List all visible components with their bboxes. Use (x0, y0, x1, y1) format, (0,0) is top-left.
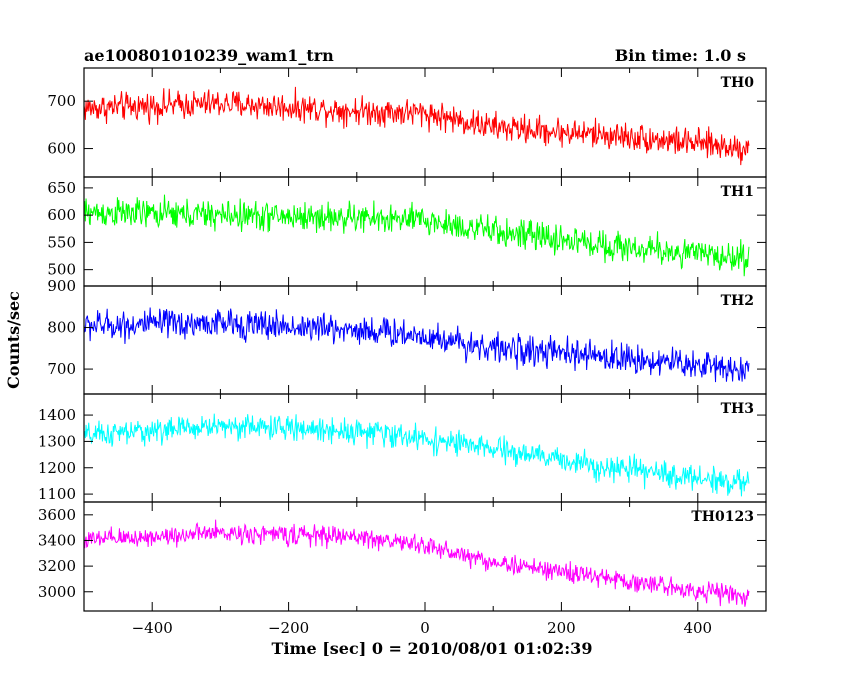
panel-frame-th3 (83, 393, 767, 503)
panel-frame-th0 (83, 67, 767, 178)
series-line-th1 (84, 194, 750, 277)
y-tick-label: 1200 (38, 459, 76, 477)
chart-title: ae100801010239_wam1_trn (84, 46, 334, 65)
x-axis-title: Time [sec] 0 = 2010/08/01 01:02:39 (272, 639, 593, 658)
series-line-th2 (84, 307, 750, 383)
y-tick-label: 800 (47, 319, 76, 337)
panel-label-th0123: TH0123 (691, 509, 754, 525)
x-tick-label: −400 (132, 619, 173, 637)
y-tick-label: 3600 (38, 506, 76, 524)
x-tick-label: 400 (683, 619, 712, 637)
y-tick-label: 900 (47, 277, 76, 295)
y-tick-label: 3200 (38, 557, 76, 575)
y-tick-label: 3400 (38, 531, 76, 549)
y-tick-label: 500 (47, 261, 76, 279)
x-tick-label: 0 (420, 619, 430, 637)
y-tick-label: 700 (47, 92, 76, 110)
y-tick-label: 600 (47, 140, 76, 158)
y-tick-label: 1300 (38, 432, 76, 450)
x-tick-label: −200 (268, 619, 309, 637)
y-tick-label: 1100 (38, 485, 76, 503)
series-line-th3 (84, 413, 750, 497)
bin-time-label: Bin time: 1.0 s (615, 46, 746, 65)
series-line-th0123 (84, 519, 750, 607)
series-line-th0 (84, 86, 750, 166)
y-tick-label: 3000 (38, 583, 76, 601)
y-tick-label: 700 (47, 360, 76, 378)
panel-label-th1: TH1 (721, 184, 754, 200)
y-tick-label: 650 (47, 179, 76, 197)
x-tick-label: 200 (547, 619, 576, 637)
panel-label-th3: TH3 (721, 401, 754, 417)
panel-frame-th1 (83, 176, 767, 287)
panel-frame-th0123 (83, 501, 767, 612)
y-tick-label: 1400 (38, 406, 76, 424)
y-axis-title: Counts/sec (4, 291, 23, 389)
y-tick-label: 600 (47, 206, 76, 224)
panel-label-th0: TH0 (721, 75, 755, 91)
panel-label-th2: TH2 (721, 293, 754, 309)
panels-group: 600 700 TH0 500 550 600 650 TH1 700 800 900 TH2 1100… (38, 67, 767, 637)
y-tick-label: 550 (47, 233, 76, 251)
